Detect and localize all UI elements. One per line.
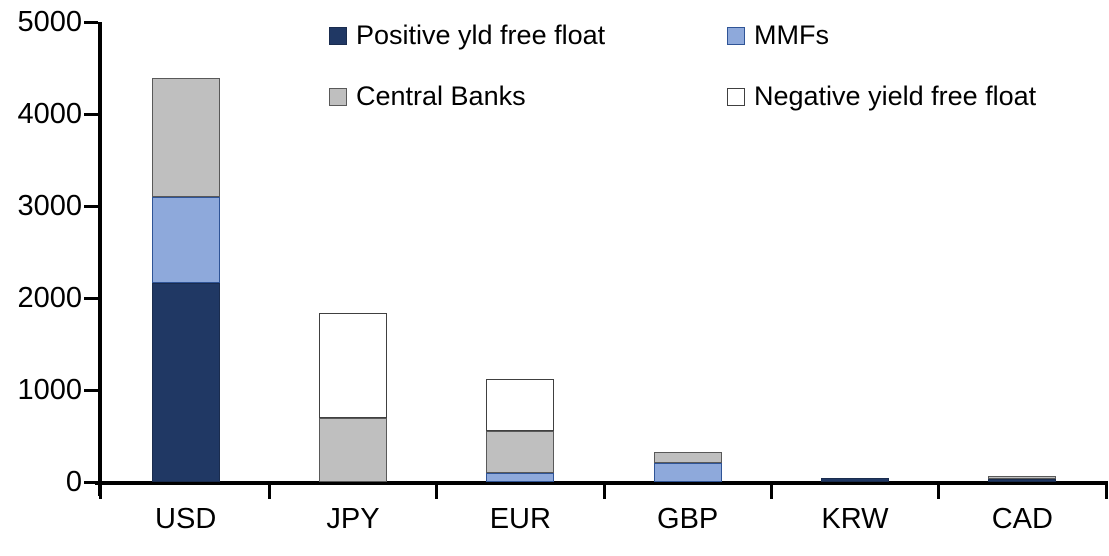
x-tick	[769, 481, 773, 499]
x-tick	[435, 481, 439, 499]
y-tick-label: 2000	[17, 282, 82, 314]
legend-swatch	[727, 88, 745, 106]
legend-label: Positive yld free float	[356, 20, 606, 50]
y-tick	[84, 20, 98, 24]
bar-segment	[486, 472, 555, 482]
x-axis-line	[95, 481, 1106, 485]
y-tick-label: 1000	[17, 374, 82, 406]
legend-label: MMFs	[754, 20, 829, 50]
x-tick	[267, 481, 271, 499]
bar-segment	[151, 78, 220, 197]
x-tick	[602, 481, 606, 499]
y-axis-line	[98, 22, 102, 496]
bar-segment	[151, 283, 220, 482]
x-tick	[937, 481, 941, 499]
legend-label: Central Banks	[356, 81, 526, 111]
y-tick	[84, 204, 98, 208]
x-tick	[98, 481, 102, 499]
x-axis-label: USD	[155, 503, 217, 535]
x-axis-label: JPY	[326, 503, 380, 535]
legend-label: Negative yield free float	[754, 81, 1037, 111]
x-axis-label: GBP	[657, 503, 719, 535]
y-tick-label: 0	[65, 466, 82, 498]
y-tick	[84, 388, 98, 392]
y-tick-label: 5000	[17, 6, 82, 38]
bar-segment	[653, 462, 722, 482]
y-tick-label: 3000	[17, 190, 82, 222]
bar-segment	[151, 196, 220, 284]
y-tick	[84, 296, 98, 300]
y-tick	[84, 480, 98, 484]
bar-segment	[319, 417, 387, 482]
y-tick-label: 4000	[17, 98, 82, 130]
bar-segment	[821, 477, 889, 482]
bar-segment	[319, 312, 387, 418]
bar-segment	[486, 431, 555, 473]
bar-segment	[988, 476, 1057, 479]
x-axis-label: EUR	[489, 503, 551, 535]
y-tick	[84, 112, 98, 116]
bar-segment	[486, 378, 555, 432]
legend-swatch	[329, 88, 347, 106]
x-axis-label: KRW	[821, 503, 889, 535]
x-tick	[1104, 481, 1108, 499]
legend-swatch	[329, 27, 347, 45]
legend-swatch	[727, 27, 745, 45]
x-axis-label: CAD	[991, 503, 1053, 535]
bar-segment	[653, 451, 722, 463]
bar-segment	[988, 478, 1057, 482]
